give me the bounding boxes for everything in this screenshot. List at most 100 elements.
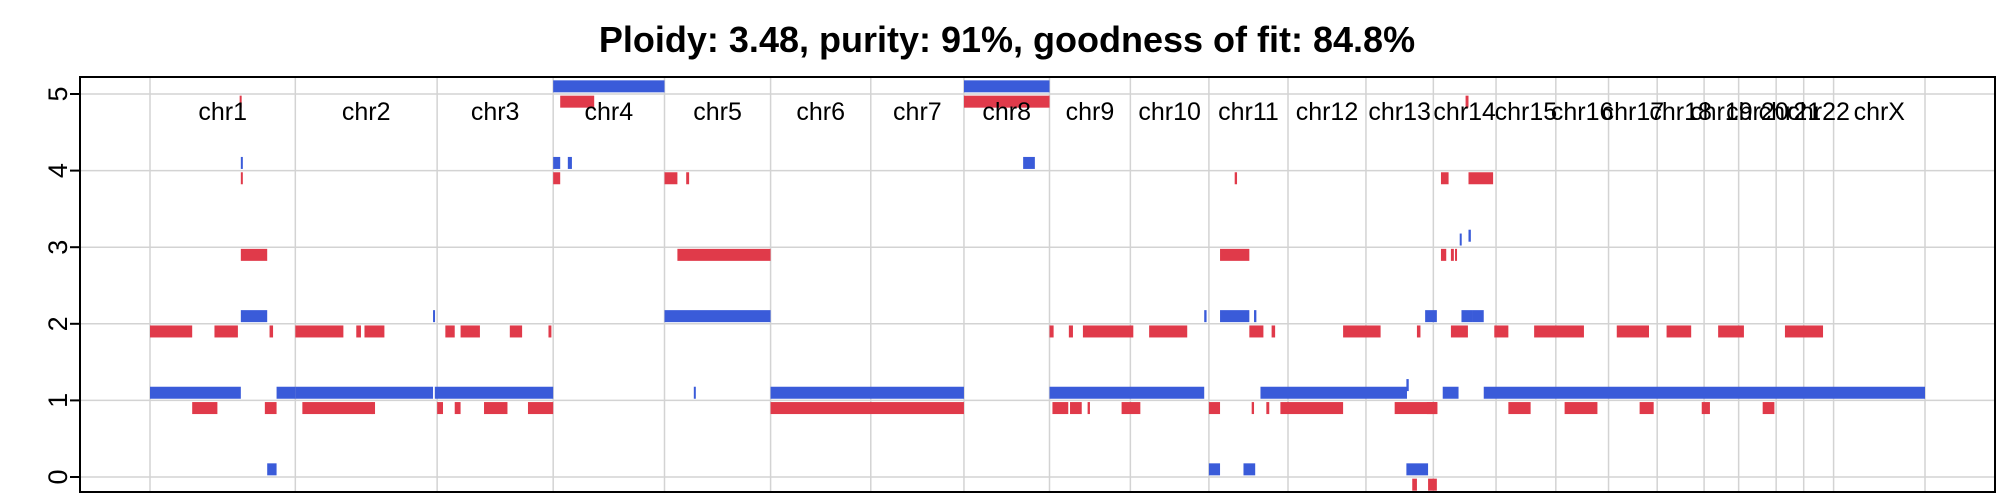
minor-segment xyxy=(560,95,595,108)
y-axis: 0 1 2 3 4 5 xyxy=(43,86,80,485)
minor-segment xyxy=(269,325,274,338)
minor-segment xyxy=(371,402,376,415)
y-tick-label: 5 xyxy=(43,86,73,101)
minor-segment xyxy=(1440,248,1447,261)
chromosome-label: chr19 xyxy=(1690,98,1753,126)
minor-segment xyxy=(240,248,268,261)
chromosome-label: chr3 xyxy=(471,98,520,126)
minor-segment xyxy=(1450,325,1468,338)
major-segment xyxy=(240,156,243,169)
major-segment xyxy=(1260,386,1407,399)
chromosome-label: chr9 xyxy=(1066,98,1115,126)
chromosome-label: chr20 xyxy=(1726,98,1789,126)
chromosome-label: chr7 xyxy=(893,98,942,126)
minor-segment xyxy=(1465,95,1469,108)
chromosome-label: chr13 xyxy=(1368,98,1431,126)
minor-segment xyxy=(484,402,508,415)
chromosome-label: chr18 xyxy=(1649,98,1712,126)
chromosome-label: chr2 xyxy=(342,98,391,126)
minor-segment xyxy=(1428,478,1437,491)
minor-segment xyxy=(1070,402,1082,415)
minor-segment xyxy=(548,325,552,338)
major-segment xyxy=(1220,310,1250,323)
major-segment xyxy=(1483,386,1925,399)
minor-segment xyxy=(664,172,678,185)
minor-segment xyxy=(1280,402,1344,415)
minor-segment xyxy=(302,402,373,415)
minor-segment xyxy=(1564,402,1598,415)
plot-frame xyxy=(79,76,1996,493)
chromosome-label: chr17 xyxy=(1602,98,1665,126)
major-segment xyxy=(963,80,1050,93)
major-segment xyxy=(1406,463,1429,476)
major-segment xyxy=(1425,310,1437,323)
y-tick-label: 1 xyxy=(43,393,73,408)
chromosome-label: chr22 xyxy=(1787,98,1850,126)
major-segment xyxy=(553,80,665,93)
minor-segment xyxy=(364,325,385,338)
minor-segment xyxy=(1082,325,1134,338)
minor-segment xyxy=(1394,402,1438,415)
minor-segment xyxy=(1412,478,1417,491)
minor-segment xyxy=(150,325,193,338)
major-segment xyxy=(1049,386,1205,399)
minor-segment xyxy=(240,172,243,185)
minor-segment xyxy=(1068,325,1073,338)
chromosome-label: chr16 xyxy=(1551,98,1614,126)
minor-segment xyxy=(553,172,561,185)
minor-segment xyxy=(1087,402,1090,415)
minor-segment xyxy=(1234,172,1238,185)
minor-segment xyxy=(356,325,361,338)
minor-segment xyxy=(1718,325,1744,338)
minor-segment xyxy=(1639,402,1654,415)
minor-segment xyxy=(1249,325,1264,338)
minor-segment xyxy=(1220,248,1250,261)
chromosome-label: chr10 xyxy=(1138,98,1201,126)
minor-segment xyxy=(1271,325,1276,338)
minor-segment xyxy=(1049,325,1054,338)
chromosome-label: chr21 xyxy=(1759,98,1822,126)
minor-segment xyxy=(1468,172,1494,185)
chromosome-label: chrX xyxy=(1854,98,1906,126)
minor-segment xyxy=(1508,402,1531,415)
major-segment xyxy=(567,156,572,169)
chart-title: Ploidy: 3.48, purity: 91%, goodness of f… xyxy=(599,19,1415,60)
major-segment xyxy=(1023,156,1035,169)
segments xyxy=(150,80,1925,491)
minor-segment xyxy=(445,325,455,338)
major-segment xyxy=(1472,310,1484,323)
major-segment xyxy=(1442,386,1459,399)
major-segment xyxy=(770,386,964,399)
minor-segment xyxy=(192,402,218,415)
minor-segment xyxy=(1450,248,1454,261)
major-segment xyxy=(693,386,696,399)
minor-segment xyxy=(1208,402,1221,415)
minor-segment xyxy=(686,172,690,185)
major-segment xyxy=(295,386,434,399)
minor-segment xyxy=(1762,402,1775,415)
minor-segment xyxy=(1149,325,1188,338)
major-segment xyxy=(150,386,241,399)
major-segment xyxy=(1468,229,1471,242)
major-segment xyxy=(1406,379,1409,392)
major-segment xyxy=(664,310,771,323)
minor-segment xyxy=(1266,402,1270,415)
chromosome-label: chr1 xyxy=(198,98,247,126)
minor-segment xyxy=(1534,325,1584,338)
minor-segment xyxy=(1052,402,1069,415)
major-segment xyxy=(1459,233,1462,246)
major-segment xyxy=(1204,310,1207,323)
chromosome-label: chr11 xyxy=(1218,98,1279,126)
minor-segment xyxy=(264,402,277,415)
y-tick-label: 0 xyxy=(43,469,73,484)
minor-segment xyxy=(527,402,554,415)
minor-segment xyxy=(963,95,1050,108)
chromosome-label: chr12 xyxy=(1296,98,1359,126)
minor-segment xyxy=(1494,325,1509,338)
major-segment xyxy=(433,310,436,323)
major-segment xyxy=(1461,310,1473,323)
minor-segment xyxy=(1666,325,1692,338)
minor-segment xyxy=(1426,402,1437,415)
minor-segment xyxy=(1251,402,1255,415)
